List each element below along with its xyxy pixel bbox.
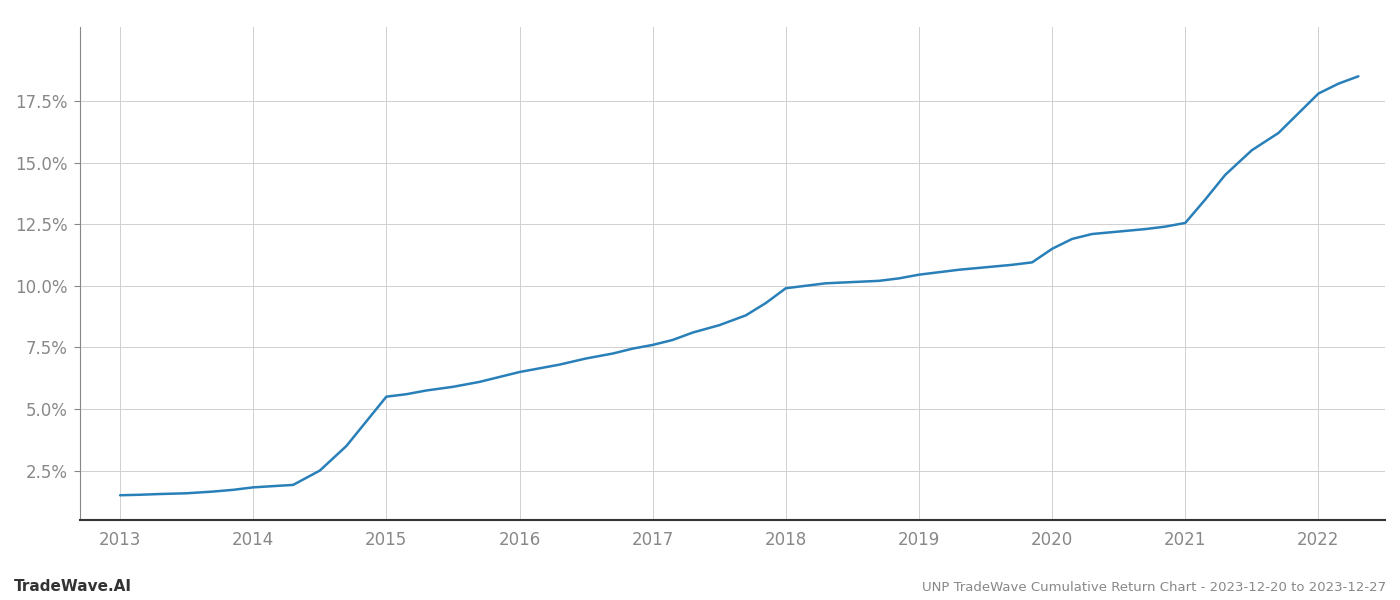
Text: TradeWave.AI: TradeWave.AI [14, 579, 132, 594]
Text: UNP TradeWave Cumulative Return Chart - 2023-12-20 to 2023-12-27: UNP TradeWave Cumulative Return Chart - … [921, 581, 1386, 594]
